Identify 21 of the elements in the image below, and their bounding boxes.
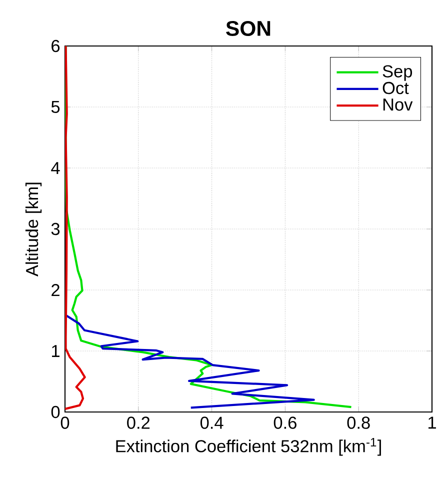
y-tick-label: 1 xyxy=(52,345,60,357)
legend-label: Sep xyxy=(382,65,412,81)
x-tick-label: 1 xyxy=(428,416,436,429)
x-tick-label: 0.2 xyxy=(126,416,150,429)
x-tick-label: 0.8 xyxy=(347,416,370,429)
y-tick-label: 2 xyxy=(51,284,60,296)
legend-label: Nov xyxy=(383,98,413,111)
y-tick-label: 5 xyxy=(51,100,60,114)
line-series xyxy=(64,46,86,410)
legend-label: Oct xyxy=(382,82,409,94)
line-series xyxy=(65,314,315,409)
x-tick-label: 0.6 xyxy=(274,416,296,429)
x-tick-label: 0 xyxy=(60,416,70,429)
y-tick-label: 6 xyxy=(51,40,60,52)
chart-title: SON xyxy=(226,20,270,36)
x-tick-label: 0.4 xyxy=(200,416,224,429)
x-axis-title: Extinction Coefficient 532nm [km$^{-1}$] xyxy=(116,438,381,456)
y-tick-label: 0 xyxy=(51,406,60,418)
y-tick-label: 3 xyxy=(51,222,60,236)
y-tick-label: 4 xyxy=(50,162,60,174)
y-axis-title: Altitude [km] xyxy=(25,182,42,276)
